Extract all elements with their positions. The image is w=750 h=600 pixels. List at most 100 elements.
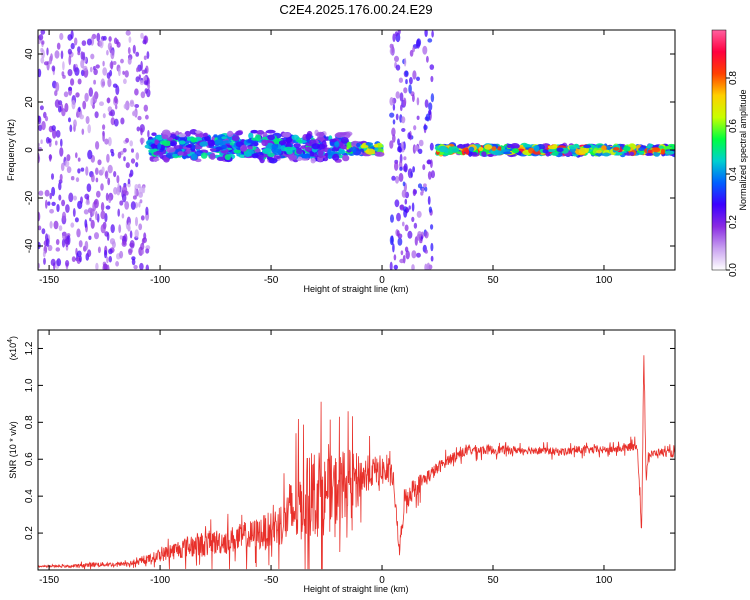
spectrogram-cell (122, 148, 127, 153)
spectrogram-cell (59, 32, 64, 41)
spectrogram-cell (309, 150, 315, 157)
spectrogram-cell (425, 113, 431, 122)
spectrogram-cell (511, 148, 520, 154)
spectrogram-cell (102, 67, 108, 76)
colorbar-tick-label: 0.6 (728, 119, 739, 133)
spectrogram-cell (137, 183, 141, 189)
spectrogram-cell (195, 130, 202, 134)
spectrogram-cell (70, 176, 75, 181)
spectrogram-cell (40, 30, 46, 35)
spectrogram-cell (73, 119, 77, 128)
y-tick-label: -40 (24, 238, 35, 253)
snr-y-axis: 0.2 0.4 0.6 0.8 1.0 1.2 (24, 341, 675, 540)
spectrogram-cell (342, 154, 350, 162)
spectrogram-cell (55, 140, 58, 146)
spectrogram-cell (55, 247, 61, 252)
spectrogram-cell (77, 157, 81, 162)
spectrogram-cell (95, 177, 99, 183)
spectrogram-cell (399, 160, 403, 169)
spectrogram-cell (510, 143, 520, 150)
spectrogram-cell (123, 103, 128, 110)
spectrogram-cell (107, 78, 112, 88)
spectrogram-cell (251, 137, 259, 141)
spectrogram-cell (49, 192, 52, 200)
spectrogram-cell (84, 219, 88, 228)
spectrogram-cell (61, 108, 66, 117)
spectrogram-cell (258, 154, 264, 161)
spectrogram-cell (236, 152, 241, 157)
spectrogram-cell (67, 69, 73, 77)
spectrogram-cell (403, 163, 408, 173)
spectrogram-cell (51, 173, 54, 180)
spectrogram-cell (405, 250, 410, 260)
spectrogram-cell (58, 182, 62, 191)
y-tick-label: 0 (24, 147, 35, 153)
spectrogram-cell (104, 170, 109, 179)
spectrogram-cell (135, 152, 140, 161)
spectrogram-cell (135, 51, 140, 57)
spectrogram-cell (47, 201, 51, 206)
spectrogram-cell (304, 146, 312, 152)
spectrogram-cell (161, 134, 169, 140)
spectrogram-cell (645, 152, 654, 156)
spectrogram-cell (130, 201, 136, 210)
spectrogram-cell (244, 151, 252, 158)
spectrogram-cell (410, 171, 413, 178)
spectrogram-cell (105, 192, 109, 201)
spectrogram-cell (391, 175, 396, 181)
spectrogram-cell (427, 38, 433, 43)
spectrogram-cell (101, 81, 106, 86)
spectrogram-cell (94, 111, 99, 119)
spectrogram-cell (209, 153, 216, 160)
spectrogram-cell (90, 53, 95, 60)
spectrogram-cell (216, 156, 225, 161)
spectrogram-cell (147, 130, 150, 138)
spectrogram-cell (271, 143, 279, 150)
spectrogram-cell (102, 263, 108, 270)
spectrogram-cell (424, 186, 428, 192)
spectrogram-cell (397, 30, 401, 35)
spectrogram-cell (86, 183, 92, 192)
spectrogram-cell (85, 200, 91, 206)
spectrogram-cell (110, 117, 116, 126)
spectrogram-cell (392, 33, 396, 42)
spectrogram-cell (140, 60, 143, 71)
spectrogram-cell (365, 148, 376, 155)
spectrogram-cell (161, 140, 172, 147)
spectrogram-cell (407, 132, 411, 140)
spectrogram-cell (135, 76, 140, 83)
spectrogram-cell (44, 115, 49, 122)
spectrogram-cell (430, 255, 434, 262)
spectrogram-cell (128, 36, 132, 43)
spectrogram-cell (117, 208, 120, 217)
spectrogram-cell (101, 166, 105, 174)
spectrogram-cell (125, 162, 130, 169)
spectrogram-cell (81, 40, 87, 46)
spectrogram-cell (408, 84, 412, 94)
spectrogram-cell (140, 91, 146, 99)
spectrogram-cell (408, 205, 411, 210)
spectrogram-cell (293, 143, 301, 148)
spectrogram-cell (468, 146, 475, 152)
spectrogram-cell (153, 151, 163, 156)
spectrogram-cell (88, 235, 92, 240)
spectrogram-cell (43, 257, 46, 265)
snr-x-axis-label: Height of straight line (km) (303, 584, 408, 594)
colorbar-ticks: 0.0 0.2 0.4 0.6 0.8 (726, 71, 739, 277)
spectrogram-cell (296, 148, 303, 155)
spectrogram-cell (100, 210, 106, 220)
snr-y-multiplier-base: (x10 (8, 343, 18, 361)
spectrogram-cell (397, 237, 403, 246)
spectrogram-cell (108, 248, 113, 255)
spectrogram-cell (41, 40, 45, 45)
spectrogram-cell (71, 99, 76, 110)
spectrogram-cell (266, 156, 273, 161)
spectrogram-cell (273, 138, 280, 145)
spectrogram-cell (414, 145, 419, 152)
spectrogram-cell (143, 232, 147, 240)
spectrogram-cell (89, 217, 92, 222)
spectrogram-cell (99, 101, 104, 106)
spectrogram-cell (107, 177, 111, 186)
spectrogram-cell (77, 46, 81, 53)
spectrogram-cell (70, 222, 75, 228)
